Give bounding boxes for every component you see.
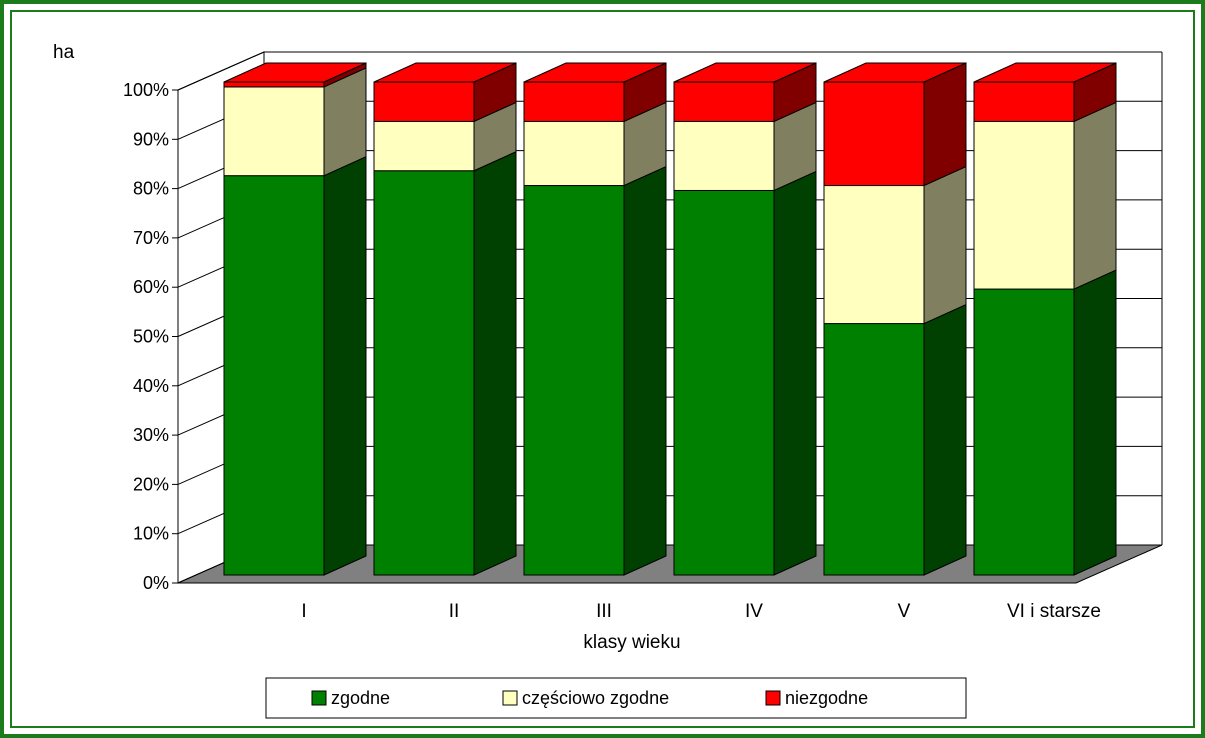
y-tick-label: 30% [133,425,169,445]
bar-segment-zgodne [823,323,925,576]
y-tick-label: 80% [133,179,169,199]
bar-stack [973,62,1117,576]
y-tick-label: 100% [123,80,169,100]
bar-segment-częściowo zgodne [973,120,1075,290]
bar-segment-zgodne [373,170,475,576]
x-category-label: II [449,601,460,622]
bar-segment-zgodne [973,288,1075,576]
bar-stack [673,62,817,576]
x-category-label: VI i starsze [1007,601,1101,622]
bar-top [373,62,517,83]
y-tick-label: 50% [133,327,169,347]
bar-top [973,62,1117,83]
x-category-label: I [301,601,306,622]
bar-segment-niezgodne [673,81,775,122]
bar-segment-częściowo zgodne [673,120,775,191]
y-tick-label: 70% [133,228,169,248]
bar-side-częściowo zgodne [1073,101,1117,290]
y-tick-label: 20% [133,474,169,494]
bar-segment-częściowo zgodne [373,120,475,172]
legend-swatch [765,690,781,706]
bar-segment-częściowo zgodne [223,86,325,177]
legend-label: częściowo zgodne [522,688,669,708]
bar-top [523,62,667,83]
bar-segment-zgodne [673,189,775,576]
y-axis: 0% 10% 20% 30% 40% 50% 60% 70% 80% 90% 100% [123,80,179,593]
bar-side-zgodne [923,303,967,576]
bar-side-niezgodne [923,62,967,187]
legend: zgodne częściowo zgodne niezgodne [265,677,967,719]
gridline-diagonal [177,51,265,91]
bars [223,62,1117,576]
y-tick-label: 10% [133,524,169,544]
y-tick-label: 60% [133,277,169,297]
bar-segment-częściowo zgodne [523,120,625,187]
bar-segment-niezgodne [823,81,925,187]
bar-side-zgodne [323,155,367,576]
bar-segment-niezgodne [523,81,625,122]
bar-top [223,62,367,83]
bar-segment-częściowo zgodne [823,185,925,325]
y-tick-label: 0% [143,573,169,593]
bar-side-zgodne [773,170,817,576]
bar-side-zgodne [623,165,667,576]
y-tick-label: 40% [133,376,169,396]
bar-stack [823,62,967,576]
y-tick-label: 90% [133,129,169,149]
bar-segment-niezgodne [973,81,1075,122]
bar-top [673,62,817,83]
bar-segment-zgodne [523,185,625,576]
legend-label: niezgodne [785,688,868,708]
bar-side-zgodne [1073,269,1117,576]
legend-box [265,677,967,719]
y-axis-title: ha [53,42,75,63]
x-axis-categories: I II III IV V VI i starsze [301,601,1101,622]
bar-segment-zgodne [223,175,325,576]
bar-segment-niezgodne [223,81,325,88]
x-category-label: V [898,601,911,622]
bar-side-częściowo zgodne [923,165,967,325]
x-category-label: III [596,601,612,622]
bar-side-zgodne [473,150,517,576]
bar-stack [523,62,667,576]
bar-stack [373,62,517,576]
legend-swatch [502,690,518,706]
legend-swatch [311,690,327,706]
bar-top [823,62,967,83]
legend-label: zgodne [331,688,390,708]
bar-stack [223,62,367,576]
bar-segment-niezgodne [373,81,475,122]
x-category-label: IV [745,601,763,622]
x-axis-title: klasy wieku [583,632,680,653]
